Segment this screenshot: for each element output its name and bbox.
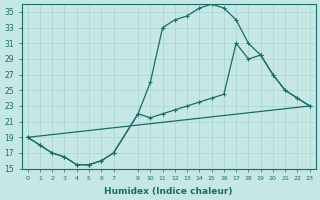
X-axis label: Humidex (Indice chaleur): Humidex (Indice chaleur) (104, 187, 233, 196)
